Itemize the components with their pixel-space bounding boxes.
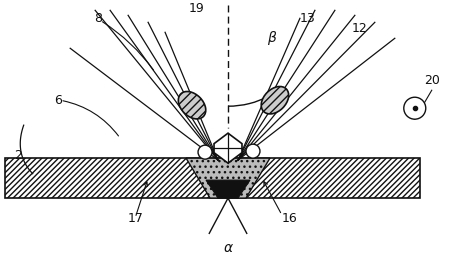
Bar — [5, 158, 420, 198]
Circle shape — [246, 144, 260, 158]
Polygon shape — [206, 180, 250, 198]
Text: 8: 8 — [94, 12, 102, 25]
Text: 20: 20 — [424, 74, 440, 87]
Text: $\alpha$: $\alpha$ — [223, 241, 234, 255]
Text: 13: 13 — [300, 12, 316, 25]
Circle shape — [404, 97, 426, 119]
Text: 19: 19 — [189, 2, 205, 15]
Text: 6: 6 — [54, 94, 62, 107]
Text: $\beta$: $\beta$ — [267, 29, 277, 47]
Ellipse shape — [178, 91, 206, 119]
Ellipse shape — [261, 86, 289, 114]
Text: 17: 17 — [127, 212, 143, 225]
Polygon shape — [214, 133, 242, 163]
Polygon shape — [186, 158, 270, 198]
Text: 16: 16 — [282, 212, 298, 225]
Text: 12: 12 — [352, 22, 368, 35]
Circle shape — [198, 145, 212, 159]
Text: 2: 2 — [14, 149, 22, 162]
